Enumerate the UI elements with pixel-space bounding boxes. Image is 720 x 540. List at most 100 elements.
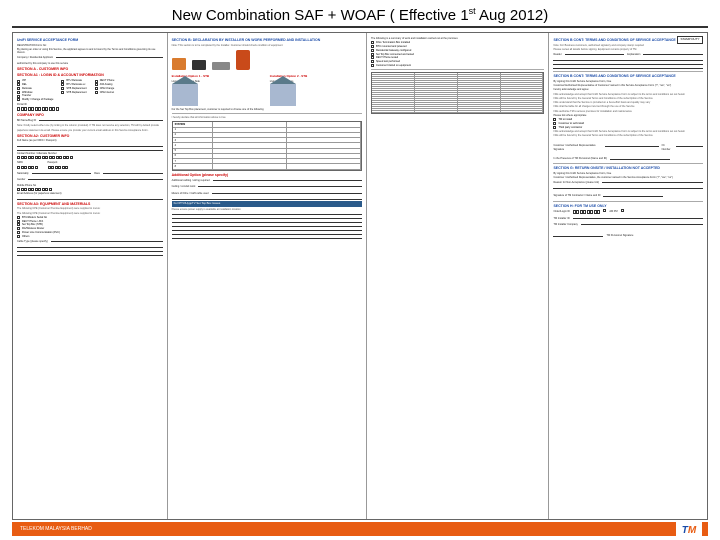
- reader: Reader: [553, 53, 561, 56]
- tm-logo: TM: [676, 520, 702, 540]
- meter: Meters of Fibre / Cat5 cable used: [172, 192, 209, 195]
- ceiling: Ceiling / conduit work: [172, 185, 196, 188]
- house-diagram-2: [270, 84, 296, 106]
- checkbox[interactable]: [95, 91, 98, 94]
- eq-label: DECT Phone / ATA: [22, 220, 43, 223]
- equipment-icons: [172, 50, 362, 70]
- tick-item: Third party contractor: [558, 126, 582, 129]
- tab-row: 4: [173, 143, 213, 147]
- tab-row: 3: [173, 138, 213, 142]
- presence-label: In the Presence of TM Personnel (Name an…: [553, 157, 607, 160]
- checkbox[interactable]: [61, 87, 64, 90]
- eq-label: Others: [22, 235, 30, 238]
- chk-label: Transfer: [22, 94, 31, 97]
- gender-label: Gender: [17, 178, 25, 181]
- eq-label: Set Top Box (STB): [22, 223, 43, 226]
- option-label: Additional Option (please specify): [172, 173, 362, 178]
- tab-head: STATION: [173, 122, 213, 126]
- form-column-3: The following is a summary of work and i…: [367, 33, 549, 519]
- stamp-duty-box: STAMP DUTY: [677, 36, 703, 44]
- title-sup: st: [469, 6, 476, 16]
- tc-item: I/We acknowledge and accept that UniFi S…: [553, 130, 703, 133]
- reason: Reason for Non-Acceptance (please tick): [553, 181, 599, 184]
- footer-bar: TELEKOM MALAYSIA BERHAD: [12, 522, 708, 536]
- portal-label: Portal ID: [17, 103, 163, 106]
- note1: Note: Kindly select either one (by ticki…: [17, 124, 163, 127]
- eq-label: BTU/Modem Serial No: [22, 216, 47, 219]
- block-head: For IPTV/HyppTV Set Top Box Issues: [172, 201, 362, 207]
- checkbox[interactable]: [17, 98, 20, 101]
- billname-label: Bill Name/Reg ID: [17, 119, 36, 122]
- checkbox[interactable]: [17, 83, 20, 86]
- nat-label: Nationality: [17, 172, 29, 175]
- modem-icon: [212, 62, 230, 70]
- btu-icon: [236, 50, 250, 70]
- chk-label: STB Replacement: [66, 91, 86, 94]
- checkbox[interactable]: [17, 80, 20, 83]
- chk-label: CPE Change: [100, 87, 115, 90]
- checkbox[interactable]: [61, 80, 64, 83]
- explanation: Explanation: [627, 53, 640, 56]
- h-item: TM Installer ID: [553, 217, 569, 220]
- checkbox[interactable]: [95, 80, 98, 83]
- h-item: TM Installer Company: [553, 223, 577, 226]
- checkbox[interactable]: [17, 95, 20, 98]
- tc-item: I/We authorise TM to access premises for…: [553, 110, 703, 113]
- checkbox[interactable]: [61, 91, 64, 94]
- chk-label: BTU Relocate ex: [66, 83, 85, 86]
- tc-item: I/We will be bound by the General Terms …: [553, 134, 703, 137]
- explain: Please review all details before signing…: [553, 48, 703, 51]
- declare: I hereby declare that all information ab…: [172, 116, 362, 119]
- sig2-label: Signature of TM Contractor / Name and ID: [553, 194, 600, 197]
- chk-label: ATA Analog: [100, 83, 113, 86]
- company-label: Company / Residential Applicant: [17, 56, 53, 59]
- chk-label: DEL: [22, 83, 27, 86]
- checkbox[interactable]: [17, 91, 20, 94]
- tc-item: I/We acknowledge and accept that UniFi S…: [553, 93, 703, 96]
- section-a1: SECTION A1 : LOGIN ID & ACCOUNT INFORMAT…: [17, 73, 163, 78]
- col3-top: The following is a summary of work and i…: [371, 37, 544, 40]
- laptop-icon: [192, 60, 206, 70]
- addcable: Additional cabling / wiring required: [172, 179, 210, 182]
- topnote: Note: For Business customers, authorised…: [553, 44, 703, 47]
- chk-label: Modify / Change of Package: [22, 98, 53, 101]
- section-h: SECTION H: FOR TM USE ONLY: [553, 204, 703, 209]
- checkbox[interactable]: [95, 83, 98, 86]
- chk-label: Withdraw: [22, 91, 32, 94]
- tc1: By signing this UniFi Service Acceptance…: [553, 80, 703, 83]
- g1: By signing this UniFi Service Acceptance…: [553, 172, 703, 175]
- section-a3: SECTION A3: EQUIPMENT AND MATERIALS: [17, 202, 163, 207]
- work-item: DECT Phone tested: [376, 56, 398, 59]
- race-label: Race: [94, 172, 100, 175]
- tmsig: TM Personnel Signature: [606, 234, 633, 237]
- tab-row: 2: [173, 133, 213, 137]
- checkbox[interactable]: [61, 83, 64, 86]
- chk-label: VIP: [22, 79, 26, 82]
- tick-label: Please tick where appropriate: [553, 114, 703, 117]
- checkbox[interactable]: [95, 87, 98, 90]
- checkbox[interactable]: [17, 87, 20, 90]
- slide-title: New Combination SAF + WOAF ( Effective 1…: [12, 0, 708, 28]
- passport-label: Passport: [48, 161, 69, 164]
- form-header: UniFi SERVICE ACCEPTANCE FORM: [17, 38, 163, 43]
- contact-label: Contact Number / Alternate Number: [17, 152, 163, 155]
- form-column-2: SECTION B: DECLARATION BY INSTALLER ON W…: [168, 33, 367, 519]
- footer-text: TELEKOM MALAYSIA BERHAD: [20, 526, 92, 532]
- tab-row: 7: [173, 159, 213, 163]
- eq-label: RG/Wireless Router: [22, 227, 44, 230]
- mobile-label: Mobile Phone No: [17, 184, 163, 187]
- field-line: [56, 55, 163, 58]
- conn-text: For the Set Top Box placement, customer …: [172, 108, 362, 111]
- work-item: BTU mounted and powered: [376, 45, 407, 48]
- portal-boxes: [17, 107, 163, 111]
- ampm: AM PM: [609, 210, 617, 214]
- nric-label: NRIC: [17, 161, 38, 164]
- sig-label: Customer / Authorised Representative Sig…: [553, 144, 601, 151]
- tab-row: 8: [173, 164, 213, 168]
- chk-label: CPE Internet: [100, 91, 114, 94]
- email-label: Email Address (for paperless statement): [17, 192, 163, 195]
- eqnote: The following CPE (Customer Premise Equi…: [17, 207, 163, 210]
- intro-text: By placing an order or using this Servic…: [17, 48, 163, 55]
- title-prefix: New Combination SAF + WOAF ( Effective 1: [172, 7, 469, 24]
- tc2: Customer/Authorised Representative of Cu…: [553, 84, 703, 87]
